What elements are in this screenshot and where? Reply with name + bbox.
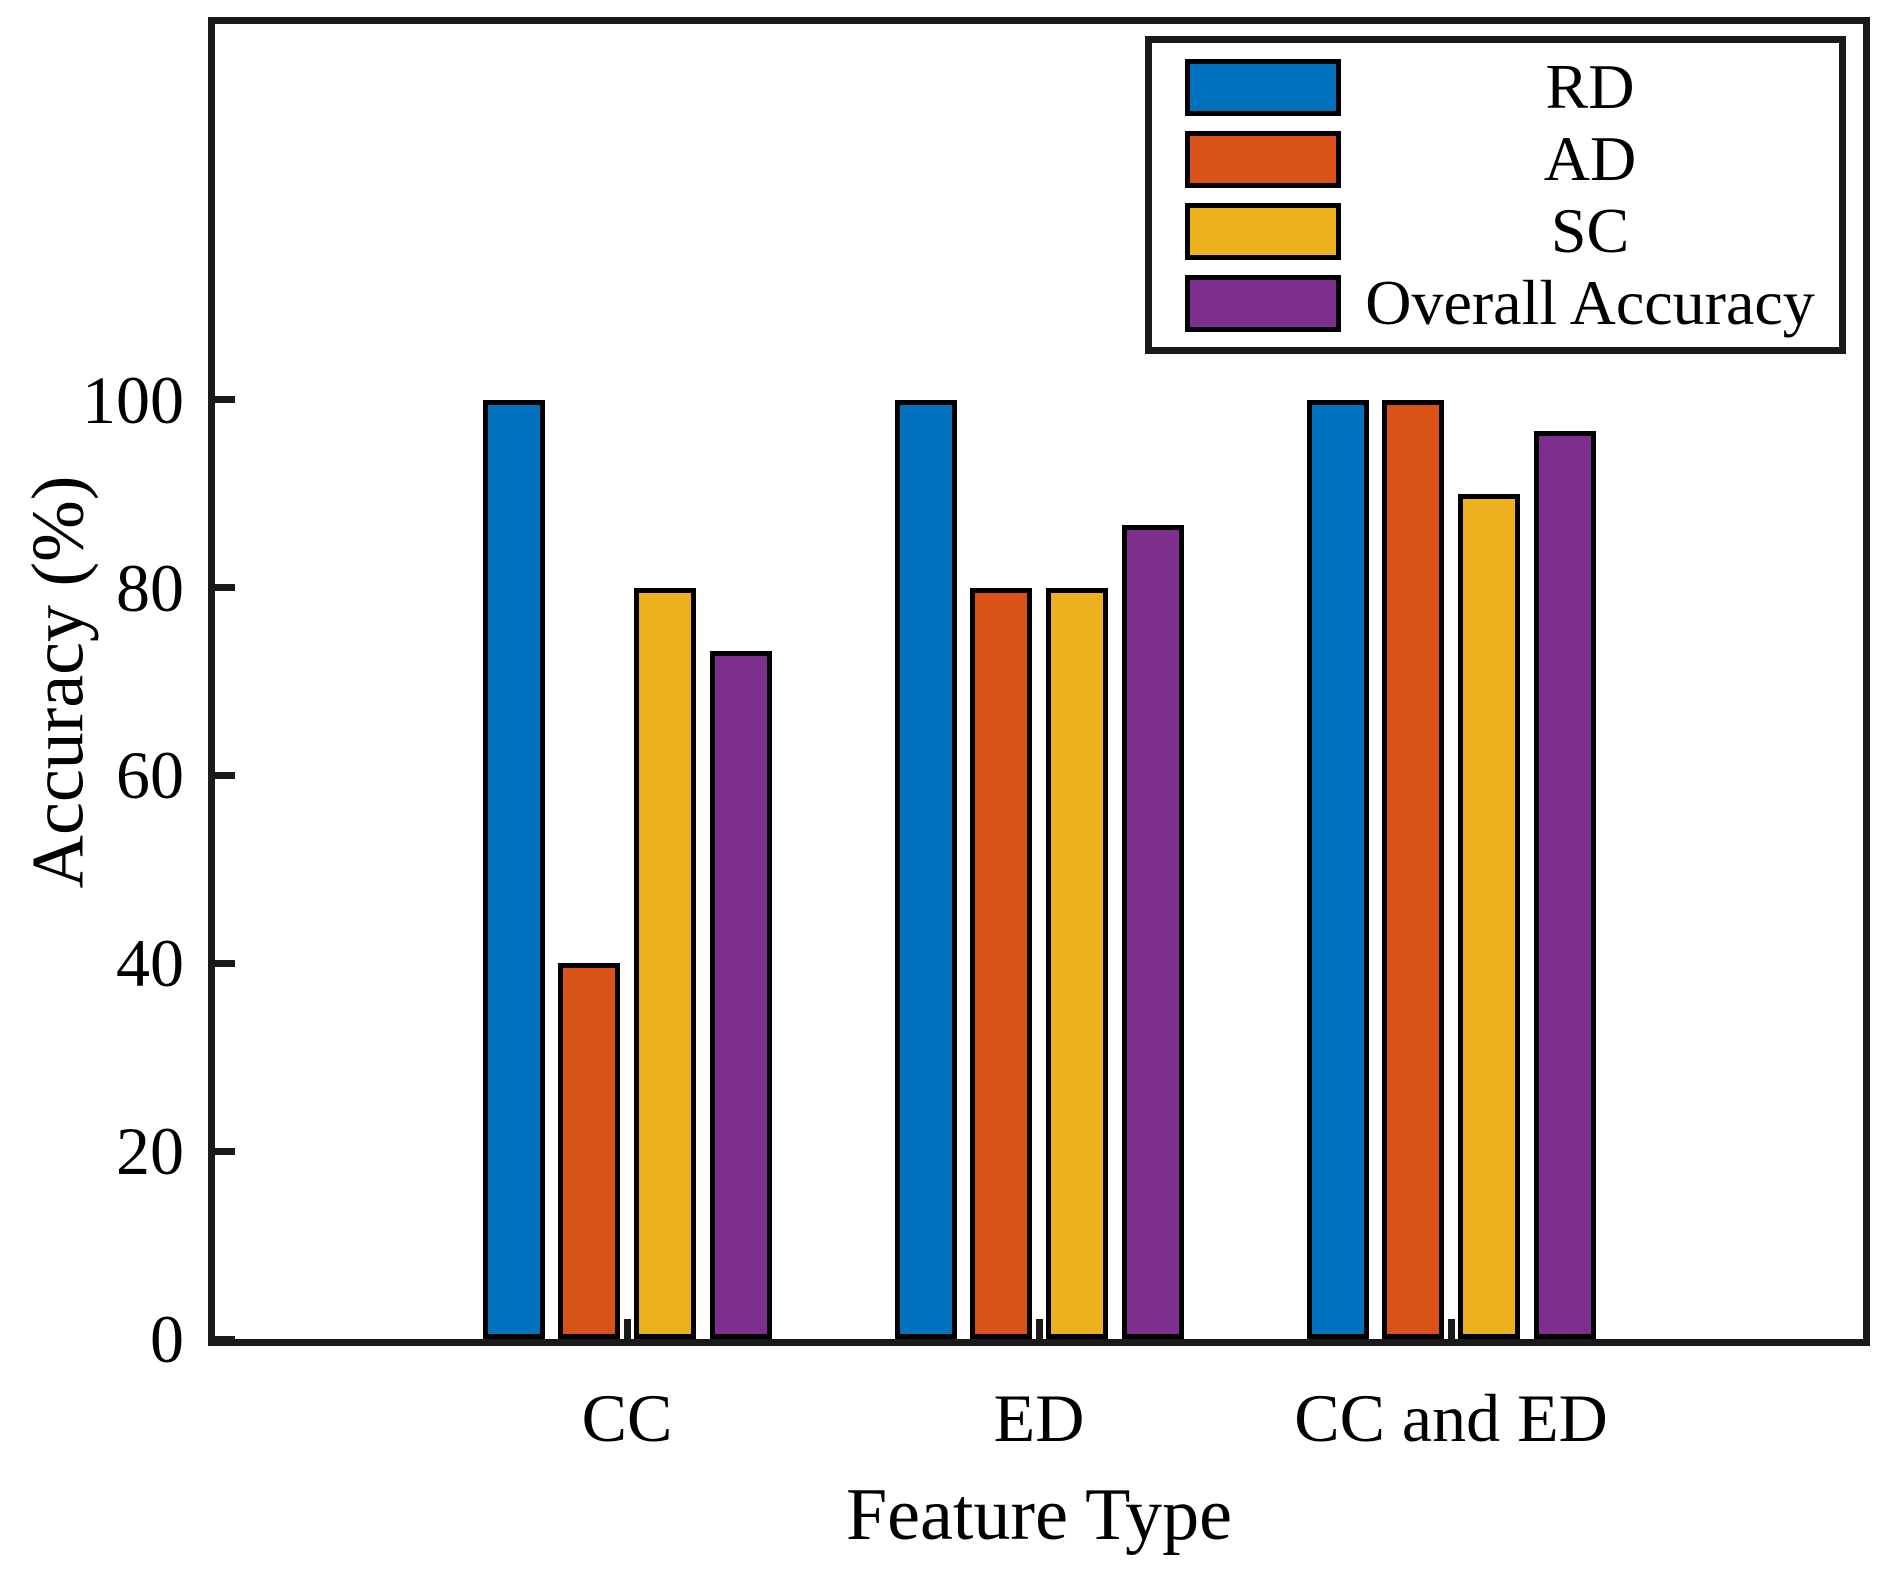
y-tick: [215, 959, 235, 967]
legend-label: RD: [1545, 51, 1635, 122]
legend-item-overall-accuracy: Overall Accuracy: [1152, 271, 1839, 335]
x-axis-label-text: Feature Type: [846, 1474, 1232, 1556]
x-tick-label: CC and ED: [1294, 1380, 1608, 1456]
legend-item-rd: RD: [1152, 55, 1839, 119]
y-tick-label: 0: [150, 1301, 184, 1377]
x-tick: [623, 1319, 631, 1339]
y-tick: [215, 584, 235, 592]
bar-rd-cc: [482, 399, 545, 1339]
y-tick: [215, 771, 235, 779]
bar-overall-accuracy-ed: [1121, 524, 1184, 1339]
bar-overall-accuracy-cc: [709, 650, 772, 1339]
y-tick: [215, 1147, 235, 1155]
bar-sc-cc: [633, 587, 696, 1339]
y-axis-label-text: Accuracy (%): [17, 475, 100, 888]
y-tick-label: 20: [116, 1113, 184, 1190]
bar-overall-accuracy-cc-and-ed: [1533, 430, 1596, 1339]
bar-ad-cc-and-ed: [1382, 399, 1445, 1339]
x-tick-label: ED: [993, 1380, 1085, 1456]
legend-swatch: [1185, 202, 1341, 260]
legend-label: AD: [1543, 123, 1637, 194]
y-tick-label: 40: [116, 925, 184, 1002]
y-tick-label: 80: [116, 549, 184, 626]
legend-swatch: [1185, 58, 1341, 116]
bar-ad-ed: [970, 587, 1033, 1339]
y-tick-label: 100: [82, 361, 184, 438]
bar-rd-cc-and-ed: [1306, 399, 1369, 1339]
legend-label: Overall Accuracy: [1365, 267, 1815, 338]
y-tick: [215, 396, 235, 404]
legend-label: SC: [1550, 195, 1630, 266]
legend: RD AD SC Overall Accuracy: [1145, 36, 1846, 354]
x-tick: [1447, 1319, 1455, 1339]
x-tick-label: CC: [581, 1380, 673, 1456]
y-tick-label: 60: [116, 737, 184, 814]
legend-swatch: [1185, 274, 1341, 332]
legend-item-ad: AD: [1152, 127, 1839, 191]
bar-ad-cc: [558, 963, 621, 1339]
legend-item-sc: SC: [1152, 199, 1839, 263]
bar-sc-ed: [1045, 587, 1108, 1339]
y-tick: [215, 1335, 235, 1343]
legend-swatch: [1185, 130, 1341, 188]
bar-rd-ed: [894, 399, 957, 1339]
bar-sc-cc-and-ed: [1457, 493, 1520, 1339]
x-axis-label: Feature Type: [208, 1478, 1870, 1552]
x-tick: [1035, 1319, 1043, 1339]
